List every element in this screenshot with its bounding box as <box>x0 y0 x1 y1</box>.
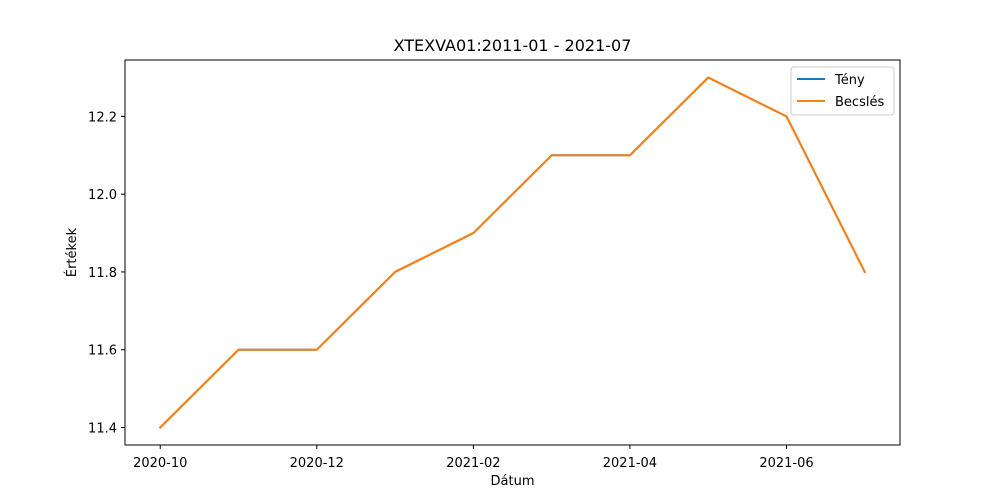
legend: Tény Becslés <box>790 66 895 116</box>
x-tick-label: 2021-02 <box>446 456 500 471</box>
y-tick-label: 11.4 <box>88 422 117 437</box>
legend-label-1: Becslés <box>835 95 884 110</box>
series-line-1 <box>158 76 867 429</box>
x-tick-label: 2021-04 <box>603 456 657 471</box>
plot-frame <box>124 59 901 446</box>
legend-label-0: Tény <box>834 73 865 88</box>
chart-title: XTEXVA01:2011-01 - 2021-07 <box>394 36 632 55</box>
x-tick-label: 2021-06 <box>759 456 813 471</box>
x-axis-label: Dátum <box>491 474 535 489</box>
series-layer <box>158 76 867 429</box>
y-axis-label: Értékek <box>64 227 80 277</box>
x-tick-label: 2020-10 <box>133 456 187 471</box>
y-tick-label: 11.8 <box>88 266 117 281</box>
y-tick-label: 11.6 <box>88 344 117 359</box>
axes-layer: 2020-10 2020-12 2021-02 2021-04 2021-06 11.4 1… <box>88 59 901 471</box>
x-tick-label: 2020-12 <box>290 456 344 471</box>
y-tick-label: 12.2 <box>88 110 117 125</box>
y-tick-label: 12.0 <box>88 188 117 203</box>
